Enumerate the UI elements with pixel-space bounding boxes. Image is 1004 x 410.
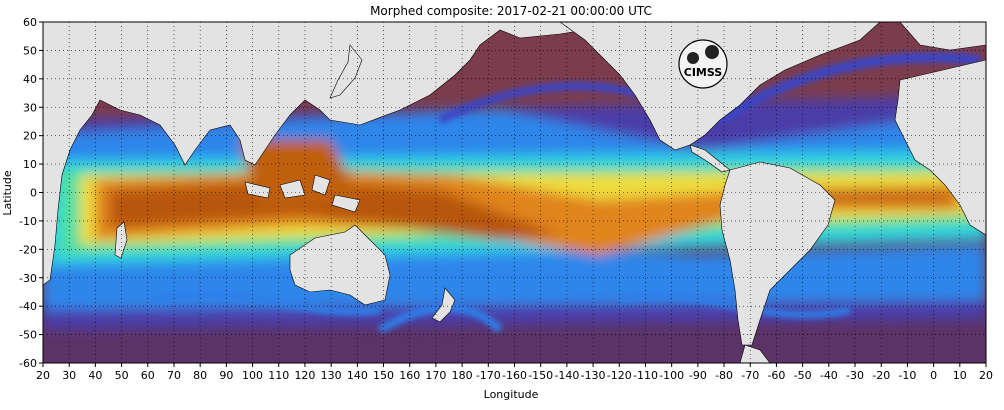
latitude-tick-label: -30 bbox=[19, 272, 37, 285]
longitude-tick-label: -70 bbox=[741, 369, 759, 382]
precipitable-water-field: CIMSS bbox=[43, 22, 986, 363]
longitude-tick-label: -10 bbox=[898, 369, 916, 382]
latitude-tick-label: 60 bbox=[23, 16, 37, 29]
latitude-tick-label: 0 bbox=[30, 187, 37, 200]
graticule bbox=[43, 22, 986, 363]
longitude-tick-label: -100 bbox=[659, 369, 684, 382]
eurasia-africa-land bbox=[43, 22, 591, 286]
longitude-tick-label: 0 bbox=[930, 369, 937, 382]
longitude-tick-label: 70 bbox=[167, 369, 181, 382]
longitude-tick-label: 150 bbox=[373, 369, 394, 382]
longitude-tick-label: -80 bbox=[715, 369, 733, 382]
longitude-tick-label: 130 bbox=[321, 369, 342, 382]
longitude-tick-label: 40 bbox=[88, 369, 102, 382]
north-america-land bbox=[559, 22, 881, 151]
cimss-logo: CIMSS bbox=[678, 39, 728, 89]
longitude-tick-label: 170 bbox=[425, 369, 446, 382]
latitude-tick-label: 20 bbox=[23, 130, 37, 143]
longitude-tick-label: 180 bbox=[452, 369, 473, 382]
antarctic-peninsula-land bbox=[739, 344, 771, 363]
longitude-tick-label: -110 bbox=[633, 369, 658, 382]
longitude-tick-label: -50 bbox=[794, 369, 812, 382]
longitude-tick-label: 160 bbox=[399, 369, 420, 382]
latitude-tick-label: -20 bbox=[19, 243, 37, 256]
y-axis-title: Latitude bbox=[1, 170, 14, 216]
latitude-tick-label: -50 bbox=[19, 329, 37, 342]
longitude-tick-label: 100 bbox=[242, 369, 263, 382]
japan-land bbox=[329, 44, 363, 99]
latitude-tick-label: -60 bbox=[19, 357, 37, 370]
longitude-tick-label: 90 bbox=[219, 369, 233, 382]
latitude-tick-label: -40 bbox=[19, 300, 37, 313]
latitude-ticks: 60 50 40 30 20 10 0 -10 -20 -30 -40 -50 -60 bbox=[19, 16, 43, 370]
longitude-tick-label: 60 bbox=[141, 369, 155, 382]
latitude-tick-label: 50 bbox=[23, 44, 37, 57]
longitude-tick-label: 120 bbox=[294, 369, 315, 382]
longitude-tick-label: 10 bbox=[953, 369, 967, 382]
map-title: Morphed composite: 2017-02-21 00:00:00 U… bbox=[370, 4, 652, 18]
australia-land bbox=[289, 224, 391, 306]
longitude-tick-label: 50 bbox=[115, 369, 129, 382]
longitude-tick-label: -120 bbox=[607, 369, 632, 382]
longitude-tick-label: -20 bbox=[872, 369, 890, 382]
central-america-land bbox=[689, 144, 731, 173]
madagascar-land bbox=[114, 221, 128, 259]
longitude-tick-label: -170 bbox=[476, 369, 501, 382]
new-zealand-land bbox=[431, 287, 456, 323]
longitude-tick-label: 80 bbox=[193, 369, 207, 382]
longitude-tick-label: 110 bbox=[268, 369, 289, 382]
longitude-tick-label: 30 bbox=[62, 369, 76, 382]
longitude-tick-label: -30 bbox=[846, 369, 864, 382]
longitude-tick-label: -160 bbox=[502, 369, 527, 382]
longitude-tick-label: -130 bbox=[581, 369, 606, 382]
longitude-tick-label: -90 bbox=[689, 369, 707, 382]
latitude-tick-label: 10 bbox=[23, 158, 37, 171]
longitude-tick-label: -60 bbox=[767, 369, 785, 382]
latitude-tick-label: 30 bbox=[23, 101, 37, 114]
x-axis-title: Longitude bbox=[484, 388, 539, 401]
longitude-ticks: 20 30 40 50 60 70 80 90 100 110 120 130 140 150 160 170… bbox=[36, 363, 993, 382]
longitude-tick-label: -140 bbox=[554, 369, 579, 382]
longitude-tick-label: -150 bbox=[528, 369, 553, 382]
greenland-land bbox=[899, 22, 986, 51]
latitude-tick-label: -10 bbox=[19, 215, 37, 228]
longitude-tick-label: -40 bbox=[820, 369, 838, 382]
latitude-tick-label: 40 bbox=[23, 73, 37, 86]
longitude-tick-label: 140 bbox=[347, 369, 368, 382]
cimss-logo-text: CIMSS bbox=[684, 66, 723, 79]
land-masses bbox=[43, 22, 986, 363]
africa-east-edge-land bbox=[894, 59, 986, 236]
longitude-tick-label: 20 bbox=[979, 369, 993, 382]
south-america-land bbox=[719, 161, 836, 346]
longitude-tick-label: 20 bbox=[36, 369, 50, 382]
